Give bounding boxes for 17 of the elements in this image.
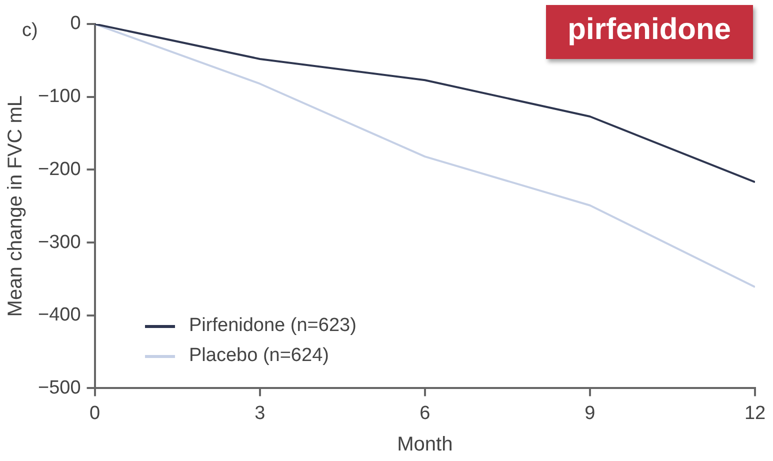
text: c) — [22, 20, 38, 42]
x-tick-label: 0 — [90, 402, 100, 424]
legend-label: Placebo (n=624) — [189, 344, 329, 368]
y-tick-label: −200 — [38, 158, 81, 180]
y-tick-label: −500 — [38, 377, 81, 398]
y-tick-label: −300 — [38, 232, 81, 253]
x-axis-title: Month — [397, 434, 453, 456]
legend-label: Pirfenidone (n=623) — [189, 314, 356, 338]
x-tick-label: 3 — [254, 402, 266, 424]
x-tick-label: 12 — [744, 402, 766, 424]
y-axis-title: Mean change in FVC mL — [4, 95, 27, 317]
y-tick-label: −400 — [38, 304, 81, 326]
x-tick-label: 6 — [420, 402, 430, 424]
y-tick-label: −100 — [38, 86, 81, 108]
annotation: pirfenidone — [546, 5, 753, 59]
y-tick-label: 0 — [70, 13, 81, 34]
x-tick-label: 9 — [584, 402, 596, 424]
